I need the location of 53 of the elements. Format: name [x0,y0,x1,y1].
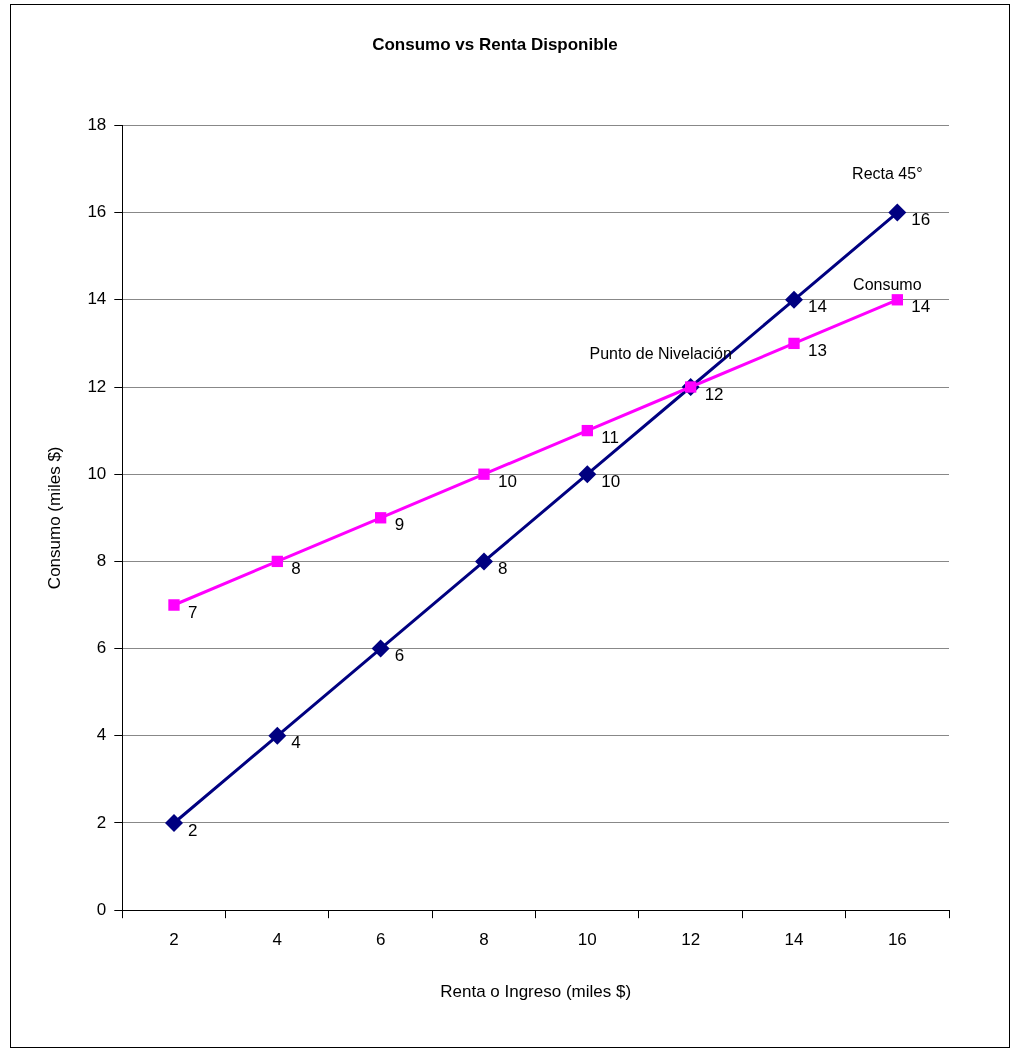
data-label: 14 [911,297,931,317]
y-tick-label: 4 [96,725,107,745]
data-label: 2 [187,820,198,840]
point [164,814,183,832]
data-label: 4 [291,733,301,753]
data-label: 11 [601,428,619,448]
data-label: 16 [911,210,931,230]
data-label: 6 [394,646,405,666]
y-tick-label: 8 [96,551,107,571]
x-tick-label: 10 [577,930,597,950]
y-axis-title: Consumo (miles $) [44,446,64,590]
point [478,468,490,480]
data-label: 7 [187,602,198,622]
y-tick-label: 2 [96,812,107,832]
point [578,465,597,484]
data-label: 9 [394,515,405,535]
point [581,424,593,437]
point [474,552,493,571]
data-label: 12 [704,384,724,404]
point [374,512,387,524]
data-label: 8 [497,559,508,579]
y-tick-label: 10 [87,463,107,483]
point [371,639,390,658]
point [785,290,803,309]
series-label: Consumo [853,276,922,294]
x-tick-label: 2 [169,930,179,950]
x-tick-label: 4 [272,930,283,950]
data-label: 14 [808,297,827,317]
y-tick-label: 18 [87,115,107,135]
y-tick-label: 0 [96,899,107,919]
x-tick-label: 8 [479,930,489,950]
point [268,726,287,745]
y-tick-label: 14 [87,289,107,309]
x-tick-label: 16 [887,930,907,950]
point [788,337,800,350]
data-label: 10 [601,471,621,491]
data-label: 8 [291,559,301,579]
point [271,555,283,568]
x-tick-label: 14 [784,930,804,950]
series-label: Recta 45° [852,165,923,183]
point [888,203,907,222]
x-tick-label: 6 [375,930,386,950]
x-axis-title: Renta o Ingreso (miles $) [440,982,632,1002]
x-tick-label: 12 [681,930,701,950]
annotation: Punto de Nivelación [589,345,732,363]
y-tick-label: 6 [96,638,107,658]
y-tick-label: 16 [87,202,107,222]
data-label: 13 [808,341,827,361]
data-label: 10 [497,471,517,491]
point [891,294,903,306]
y-tick-label: 12 [87,376,107,396]
point [168,599,180,611]
chart-title: Consumo vs Renta Disponible [372,34,618,54]
